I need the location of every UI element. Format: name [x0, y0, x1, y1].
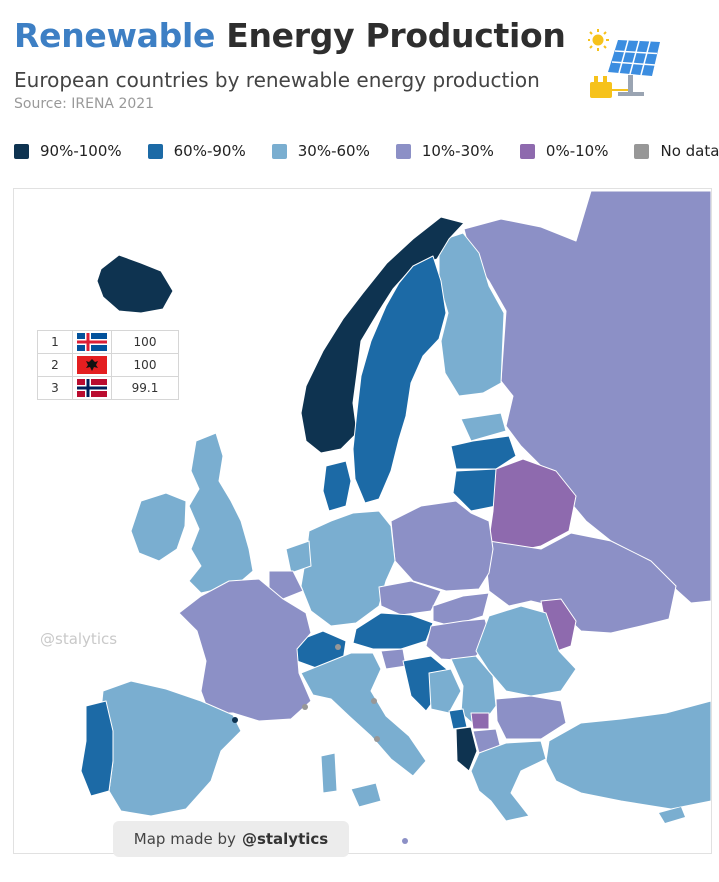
map-frame [13, 188, 712, 854]
country-estonia [460, 412, 507, 442]
ranking-table: 1 100 2 100 3 99.1 [37, 330, 179, 400]
country-cyprus [659, 807, 685, 823]
page-subtitle: European countries by renewable energy p… [14, 68, 540, 92]
source-note: Source: IRENA 2021 [14, 96, 155, 112]
rank-cell: 2 [37, 353, 73, 377]
rank-cell: 1 [37, 330, 73, 354]
country-netherlands [285, 540, 312, 574]
country-ukraine [485, 532, 677, 634]
flag-cell [72, 353, 112, 377]
value-cell: 100 [111, 330, 179, 354]
legend-label: 90%-100% [40, 142, 122, 160]
country-vatican [374, 736, 380, 742]
flag-cell [72, 376, 112, 400]
table-row: 3 99.1 [37, 376, 179, 400]
country-ireland [130, 492, 187, 562]
credit-badge: Map made by @stalytics [113, 821, 349, 857]
country-belgium [268, 570, 304, 600]
legend-label: No data [660, 142, 719, 160]
country-montenegro [448, 708, 468, 730]
legend-label: 60%-90% [173, 142, 246, 160]
country-bosnia [428, 668, 462, 714]
country-kosovo [470, 712, 490, 730]
legend-swatch [634, 143, 650, 159]
value-cell: 99.1 [111, 376, 179, 400]
country-uk [188, 432, 254, 594]
legend-item-0-10: 0%-10% [519, 142, 609, 160]
europe-map [80, 190, 711, 844]
credit-prefix: Map made by [133, 830, 236, 848]
country-belarus [488, 458, 577, 554]
country-monaco [302, 704, 308, 710]
country-slovenia [380, 648, 407, 670]
page-title: Renewable Energy Production [14, 16, 566, 55]
legend-swatch [271, 143, 287, 159]
country-poland [390, 500, 494, 592]
country-turkey [545, 700, 711, 810]
country-romania [475, 605, 577, 697]
table-row: 1 100 [37, 330, 179, 354]
country-italy [300, 652, 427, 777]
country-sicily [350, 782, 382, 808]
country-finland [438, 232, 505, 397]
country-sweden [352, 255, 447, 504]
title-highlight: Renewable [14, 16, 216, 55]
flag-cell [72, 330, 112, 354]
albania-flag-icon [77, 356, 107, 374]
country-denmark [322, 460, 352, 512]
country-albania [455, 726, 478, 772]
legend-item-30-60: 30%-60% [271, 142, 370, 160]
country-liechtenstein [335, 644, 341, 650]
country-czechia [378, 580, 442, 616]
norway-flag-icon [77, 379, 107, 397]
legend-label: 10%-30% [421, 142, 494, 160]
country-portugal [80, 700, 114, 797]
legend-swatch [14, 143, 29, 159]
legend-swatch [395, 143, 411, 159]
country-slovakia [432, 592, 490, 627]
legend-item-10-30: 10%-30% [395, 142, 494, 160]
country-malta [402, 838, 408, 844]
credit-handle: @stalytics [241, 830, 329, 848]
legend-label: 30%-60% [297, 142, 370, 160]
country-sardinia [320, 752, 338, 794]
solar-panel-icon [588, 29, 660, 98]
country-germany [300, 510, 396, 627]
country-greece [470, 740, 547, 822]
country-latvia [450, 435, 517, 470]
legend-item-no-data: No data [634, 142, 719, 160]
legend-swatch [519, 143, 535, 159]
country-san-marino [371, 698, 377, 704]
watermark: @stalytics [40, 630, 118, 648]
country-iceland [96, 254, 174, 314]
iceland-flag-icon [77, 333, 107, 351]
value-cell: 100 [111, 353, 179, 377]
legend: 90%-100% 60%-90% 30%-60% 10%-30% 0%-10% … [14, 142, 719, 160]
rank-cell: 3 [37, 376, 73, 400]
legend-label: 0%-10% [545, 142, 609, 160]
country-bulgaria [495, 695, 567, 740]
country-france [178, 578, 312, 722]
legend-swatch [147, 143, 163, 159]
legend-item-90-100: 90%-100% [14, 142, 122, 160]
country-austria [352, 612, 434, 650]
title-rest: Energy Production [226, 16, 566, 55]
legend-item-60-90: 60%-90% [147, 142, 246, 160]
table-row: 2 100 [37, 353, 179, 377]
country-russia [463, 190, 711, 604]
country-andorra [232, 717, 238, 723]
